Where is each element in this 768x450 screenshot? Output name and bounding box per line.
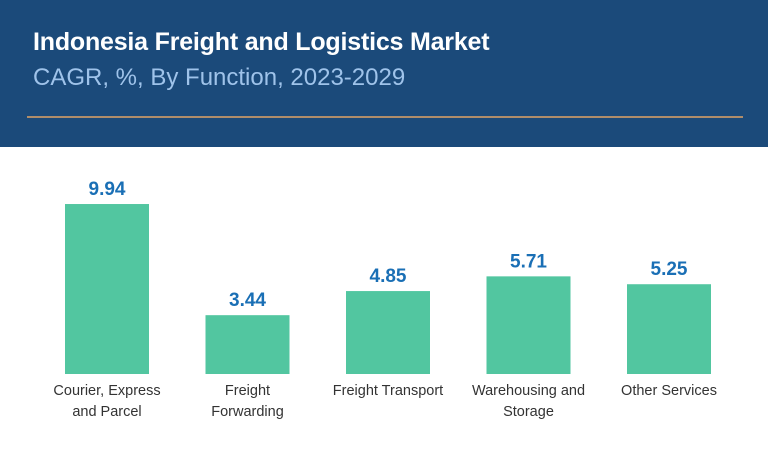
value-label-3: 5.71	[510, 251, 547, 272]
bar-3	[486, 276, 571, 374]
value-label-2: 4.85	[370, 266, 407, 287]
category-label-3-line-0: Warehousing and	[472, 383, 585, 399]
chart-title: Indonesia Freight and Logistics Market	[33, 28, 490, 56]
value-label-1: 3.44	[229, 290, 266, 311]
bar-4	[627, 284, 711, 374]
chart-subtitle: CAGR, %, By Function, 2023-2029	[33, 64, 406, 91]
category-label-0-line-1: and Parcel	[72, 404, 141, 420]
bar-0	[65, 204, 149, 374]
chart-header: Indonesia Freight and Logistics Market C…	[0, 0, 768, 147]
category-label-1-line-1: Forwarding	[211, 404, 284, 420]
bar-1	[205, 315, 290, 374]
category-label-2-line-0: Freight Transport	[333, 383, 443, 399]
bar-2	[346, 291, 430, 374]
category-label-4-line-0: Other Services	[621, 383, 717, 399]
category-label-3-line-1: Storage	[503, 404, 554, 420]
category-label-0-line-0: Courier, Express	[53, 383, 160, 399]
value-label-4: 5.25	[651, 259, 688, 280]
value-label-0: 9.94	[89, 179, 126, 200]
category-label-1-line-0: Freight	[225, 383, 270, 399]
header-divider	[27, 116, 743, 118]
